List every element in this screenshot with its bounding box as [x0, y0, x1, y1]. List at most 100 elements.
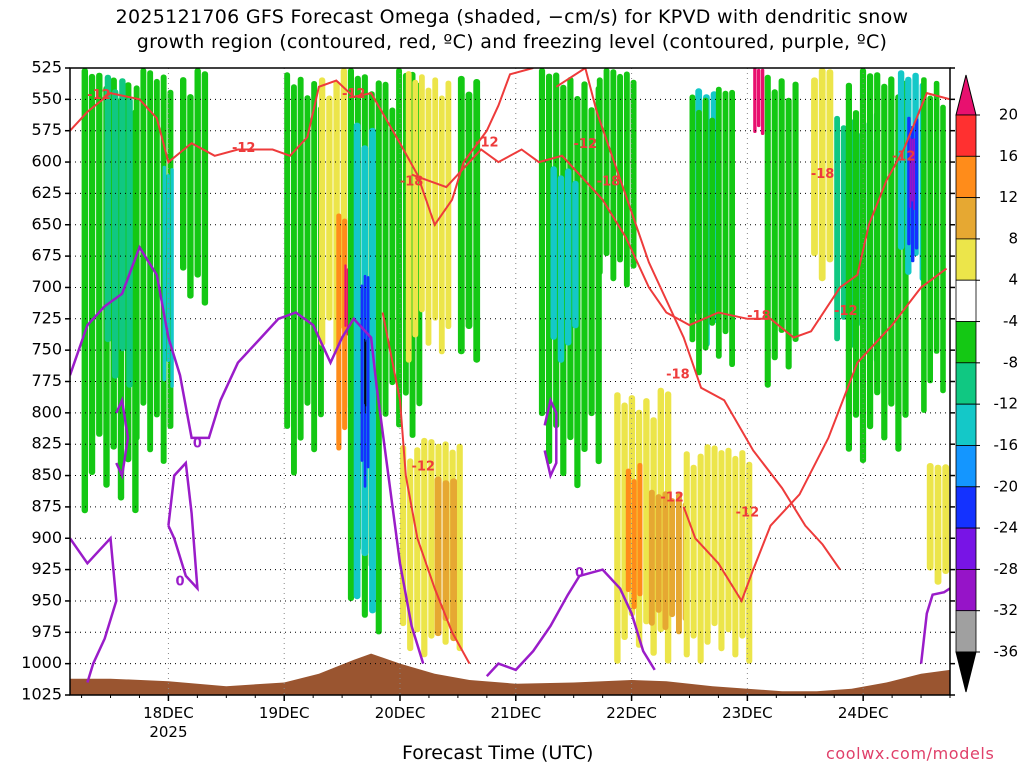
omega-shade-cell	[614, 392, 621, 664]
omega-shade-cell	[826, 69, 834, 263]
omega-shade-cell	[617, 73, 623, 263]
y-tick-label: 625	[31, 183, 62, 202]
omega-shade-cell	[697, 453, 704, 664]
omega-shade-cell	[438, 95, 445, 355]
y-tick-label: 900	[31, 528, 62, 547]
x-tick-label: 21DEC	[490, 704, 541, 722]
x-tick-label: 18DEC	[143, 704, 194, 722]
omega-shade-cell	[623, 71, 630, 288]
omega-shade-cell	[934, 464, 942, 585]
freezing-level-contours	[70, 244, 950, 683]
omega-shade-cell	[669, 498, 676, 618]
omega-shade-cell	[888, 76, 895, 407]
y-tick-label: 825	[31, 434, 62, 453]
omega-shade-cell	[913, 138, 915, 211]
omega-shade-cell	[696, 109, 702, 376]
y-tick-label: 950	[31, 590, 62, 609]
freezing-level-line	[167, 460, 199, 592]
omega-shade-cell	[897, 70, 905, 250]
omega-shade-cell	[389, 107, 396, 386]
omega-shade-cell	[926, 463, 934, 571]
contour-labels: -12 -12 -12 -12 -12 -18 -18 -18 -12 -18 -12 -18 -12 -…	[87, 87, 915, 590]
omega-shade-cell	[284, 72, 291, 429]
omega-shade-cell	[432, 77, 439, 321]
omega-shade-cell	[360, 284, 364, 462]
omega-shade-cell	[364, 341, 366, 413]
freezing-level-line	[543, 396, 558, 480]
omega-shade-cell	[375, 80, 382, 635]
omega-shade-cell	[194, 68, 201, 278]
colorbar-segment	[955, 403, 977, 446]
colorbar-segment	[955, 321, 977, 364]
omega-shade-cell	[326, 95, 333, 321]
freezing-level-line	[485, 568, 656, 678]
y-tick-label: 700	[31, 277, 62, 296]
x-tick-year-label: 2025	[149, 723, 187, 741]
omega-shade-cell	[153, 78, 160, 418]
chart-title-line2: growth region (contoured, red, ºC) and f…	[136, 31, 888, 53]
y-tick-label: 550	[31, 89, 62, 108]
y-tick-label: 525	[31, 58, 62, 77]
omega-shade-cell	[643, 398, 650, 625]
omega-shade-cell	[933, 80, 940, 354]
omega-shade-cell	[572, 180, 579, 329]
omega-shade-cell	[336, 213, 342, 451]
omega-shade-cell	[147, 70, 154, 453]
x-axis-label: Forecast Time (UTC)	[402, 742, 594, 764]
omega-shade-cell	[662, 491, 669, 630]
omega-shade-cell	[760, 68, 765, 135]
colorbar-label: -24	[994, 519, 1019, 537]
y-tick-label: 775	[31, 371, 62, 390]
omega-shade-cell	[610, 69, 617, 282]
dgz-contour-line	[381, 312, 471, 665]
omega-shade-cell	[771, 89, 778, 361]
omega-shade-cell	[353, 122, 361, 600]
credit-link[interactable]: coolwx.com/models	[826, 744, 995, 763]
omega-shade-cell	[757, 68, 761, 128]
x-tick-label: 20DEC	[375, 704, 426, 722]
omega-shade-cell	[457, 75, 465, 355]
omega-shade-cell	[565, 168, 572, 346]
dgz-contour-label: -12	[892, 150, 916, 165]
colorbar-segment	[955, 238, 977, 281]
dgz-contour-label: -18	[597, 175, 621, 190]
omega-shade-cell	[715, 86, 722, 359]
omega-shade-cell	[119, 78, 126, 352]
omega-shade-cell	[366, 276, 370, 469]
colorbar-label: 12	[999, 188, 1018, 206]
dgz-contour-label: -12	[475, 136, 499, 151]
omega-shade-cell	[473, 79, 481, 363]
omega-shade-cell	[689, 94, 696, 343]
freezing-level-label: 0	[193, 437, 202, 452]
colorbar-segment	[955, 155, 977, 199]
dgz-contour-label: -12	[834, 304, 858, 319]
omega-shade-cell	[921, 77, 927, 413]
colorbar-bottom-arrow	[955, 651, 977, 693]
dgz-contour-label: -12	[660, 491, 684, 506]
y-tick-label: 675	[31, 246, 62, 265]
omega-shade-cell	[764, 74, 771, 388]
colorbar-label: 20	[999, 106, 1018, 124]
omega-shade-cell	[625, 468, 631, 592]
omega-shade-cell	[753, 68, 757, 133]
dgz-contour-label: -18	[811, 167, 835, 182]
omega-shade-cell	[396, 68, 402, 428]
omega-shade-cell	[304, 95, 311, 406]
y-tick-label: 875	[31, 496, 62, 515]
omega-shade-cell	[785, 97, 792, 370]
omega-shade-cell	[126, 97, 133, 388]
dgz-contour-line	[70, 68, 534, 227]
omega-shade-cell	[778, 78, 785, 333]
omega-shade-cell	[739, 450, 746, 639]
dgz-contour-line	[682, 267, 948, 604]
omega-shade-cell	[201, 71, 209, 306]
colorbar: 20 16 12 8 4 -4 -8 -12 -16 -20 -24 -28 -32 -36	[955, 74, 1019, 693]
omega-shade-cell	[840, 125, 847, 320]
omega-shade-cell	[722, 90, 729, 335]
omega-shade-cell	[683, 451, 690, 658]
omega-shade-cell	[450, 478, 457, 642]
freezing-level-label: 0	[175, 575, 184, 590]
colorbar-segment	[955, 197, 977, 240]
